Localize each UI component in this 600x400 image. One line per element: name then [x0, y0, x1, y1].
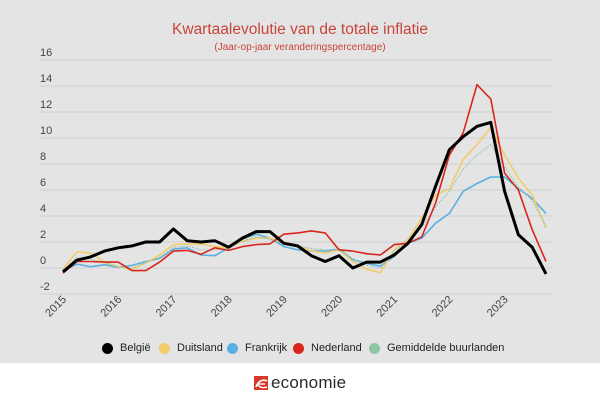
- y-tick-label: 4: [40, 203, 46, 215]
- x-tick-label: 2017: [154, 294, 180, 320]
- y-axis-ticks: 16 14 12 10 8 6 4 2 0 -2: [40, 47, 52, 293]
- economie-logo-text: economie: [271, 373, 347, 392]
- legend-marker-icon: [227, 342, 238, 354]
- legend-label: Frankrijk: [245, 342, 288, 354]
- x-tick-label: 2021: [375, 294, 401, 320]
- legend-marker-icon: [102, 342, 113, 354]
- legend-label: België: [120, 342, 151, 354]
- economie-logo-icon: [254, 376, 268, 390]
- y-tick-label: 16: [40, 47, 52, 59]
- x-axis-ticks: 2015 2016 2017 2018 2019 2020 2021 2022 2023: [43, 294, 510, 320]
- legend-label: Nederland: [311, 342, 362, 354]
- chart-subtitle: (Jaar-op-jaar veranderingspercentage): [214, 42, 386, 53]
- y-tick-label: 14: [40, 73, 52, 85]
- x-tick-label: 2022: [430, 294, 456, 320]
- x-tick-label: 2015: [43, 294, 69, 320]
- legend-label: Gemiddelde buurlanden: [387, 342, 505, 354]
- y-tick-label: 12: [40, 99, 52, 111]
- x-tick-label: 2019: [264, 294, 290, 320]
- legend-marker-icon: [369, 342, 380, 354]
- y-tick-label: 8: [40, 151, 46, 163]
- y-tick-label: -2: [40, 281, 50, 293]
- x-tick-label: 2018: [209, 294, 235, 320]
- series-line-nederland: [62, 83, 547, 274]
- legend-marker-icon: [159, 342, 170, 354]
- legend-item-gemiddelde-buurlanden[interactable]: Gemiddelde buurlanden: [369, 340, 504, 356]
- series-line-belgie: [62, 120, 548, 275]
- series-line-frankrijk: [62, 176, 547, 272]
- y-tick-label: 6: [40, 177, 46, 189]
- y-tick-label: 10: [40, 125, 52, 137]
- legend: België Duitsland Frankrijk Nederland Gem…: [0, 340, 600, 356]
- legend-item-duitsland[interactable]: Duitsland: [159, 340, 223, 356]
- legend-marker-icon: [293, 342, 304, 354]
- x-tick-label: 2023: [485, 294, 511, 320]
- legend-item-belgie[interactable]: België: [102, 340, 151, 356]
- footer: economie: [0, 363, 600, 400]
- series-line-gemiddelde-buurlanden: [62, 143, 547, 272]
- series-lines: [62, 83, 548, 275]
- chart-title: Kwartaalevolutie van de totale inflatie: [172, 21, 428, 38]
- x-tick-label: 2020: [319, 294, 345, 320]
- legend-item-nederland[interactable]: Nederland: [293, 340, 362, 356]
- legend-label: Duitsland: [177, 342, 223, 354]
- x-tick-label: 2016: [99, 294, 125, 320]
- gridlines: [40, 59, 552, 295]
- line-chart: 16 14 12 10 8 6 4 2 0 -2 2015 2016 2017 2018 2019 2020…: [40, 47, 552, 320]
- economie-logo[interactable]: economie: [254, 373, 346, 393]
- legend-item-frankrijk[interactable]: Frankrijk: [227, 340, 287, 356]
- y-tick-label: 0: [40, 255, 46, 267]
- y-tick-label: 2: [40, 229, 46, 241]
